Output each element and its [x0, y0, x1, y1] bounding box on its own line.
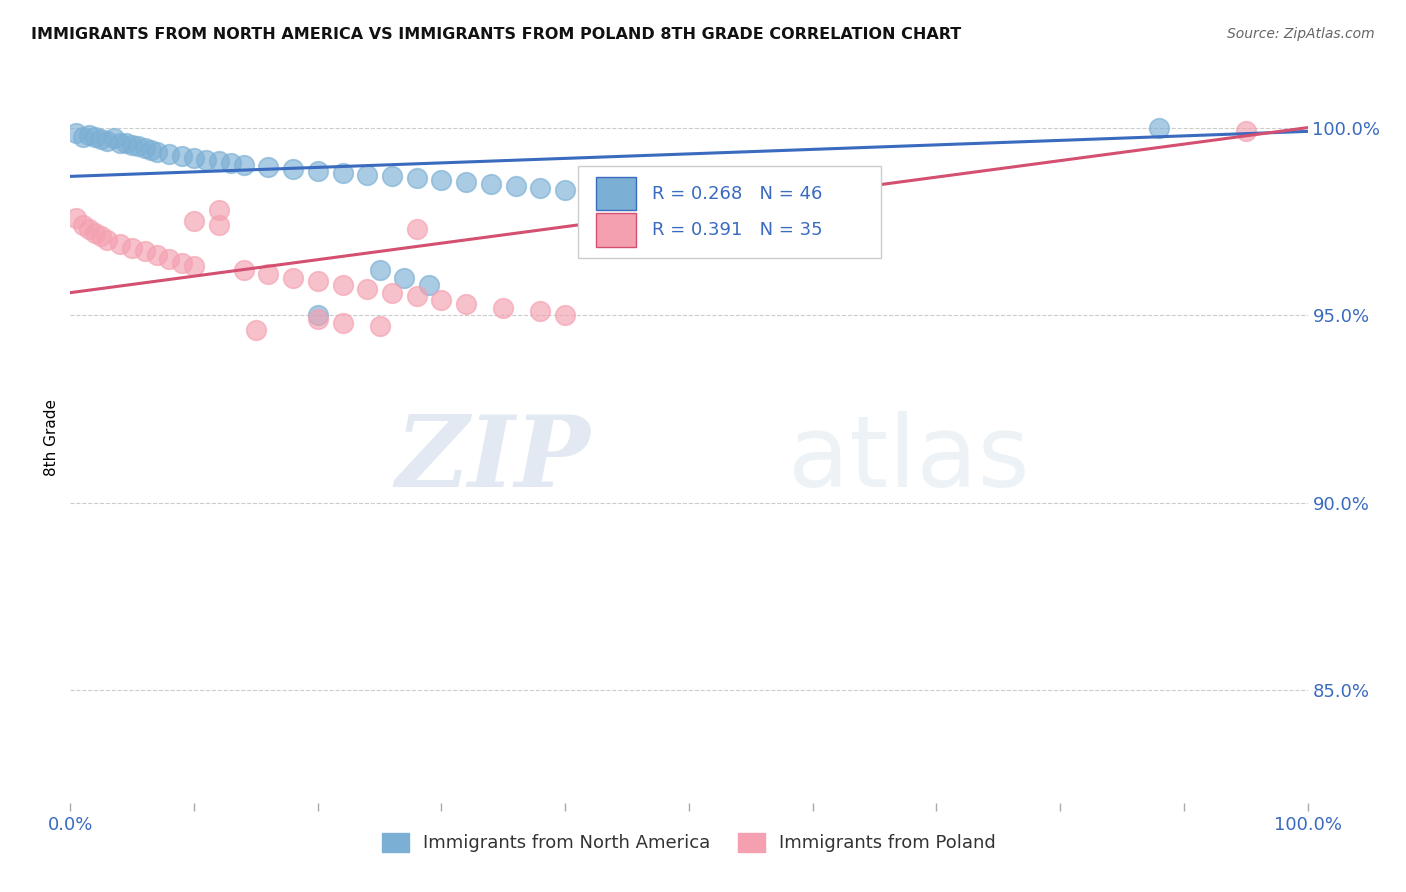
Point: [121, 241, 143, 255]
Point: [183, 151, 205, 165]
Point: [90, 229, 112, 244]
Point: [381, 169, 404, 184]
Point: [183, 214, 205, 228]
Point: [456, 297, 478, 311]
Point: [96, 134, 118, 148]
FancyBboxPatch shape: [596, 213, 636, 247]
Point: [208, 218, 231, 232]
Point: [368, 319, 391, 334]
Point: [127, 139, 149, 153]
Point: [554, 182, 576, 196]
Point: [405, 222, 427, 236]
Point: [678, 192, 700, 206]
Text: R = 0.391   N = 35: R = 0.391 N = 35: [652, 221, 823, 239]
Point: [430, 173, 453, 187]
Point: [281, 161, 304, 176]
Point: [456, 175, 478, 189]
Point: [195, 153, 218, 167]
Point: [170, 149, 193, 163]
Point: [257, 267, 280, 281]
Point: [652, 190, 675, 204]
Point: [108, 136, 131, 150]
Point: [628, 188, 651, 202]
FancyBboxPatch shape: [578, 167, 880, 258]
Point: [232, 263, 254, 277]
Point: [332, 316, 354, 330]
Point: [90, 132, 112, 146]
Point: [405, 171, 427, 186]
Point: [492, 301, 515, 315]
Point: [139, 143, 162, 157]
Point: [134, 141, 156, 155]
Point: [84, 226, 107, 240]
Point: [157, 252, 180, 266]
Text: ZIP: ZIP: [395, 411, 591, 508]
Point: [579, 185, 602, 199]
Point: [381, 285, 404, 300]
Point: [96, 233, 118, 247]
Point: [77, 222, 100, 236]
Point: [146, 145, 169, 159]
Point: [356, 168, 378, 182]
Point: [554, 308, 576, 322]
Point: [307, 163, 329, 178]
Point: [232, 158, 254, 172]
Point: [65, 126, 87, 140]
Point: [418, 278, 440, 293]
Point: [103, 131, 125, 145]
Legend: Immigrants from North America, Immigrants from Poland: Immigrants from North America, Immigrant…: [374, 826, 1004, 860]
Text: Source: ZipAtlas.com: Source: ZipAtlas.com: [1227, 27, 1375, 41]
Point: [430, 293, 453, 308]
Point: [529, 304, 551, 318]
Point: [72, 218, 94, 232]
Point: [307, 308, 329, 322]
Point: [108, 236, 131, 251]
Point: [332, 278, 354, 293]
Point: [245, 323, 267, 337]
Point: [170, 255, 193, 269]
Point: [1147, 120, 1170, 135]
Point: [1234, 124, 1257, 138]
Point: [72, 130, 94, 145]
FancyBboxPatch shape: [596, 177, 636, 211]
Text: IMMIGRANTS FROM NORTH AMERICA VS IMMIGRANTS FROM POLAND 8TH GRADE CORRELATION CH: IMMIGRANTS FROM NORTH AMERICA VS IMMIGRA…: [31, 27, 962, 42]
Point: [134, 244, 156, 259]
Point: [332, 166, 354, 180]
Point: [356, 282, 378, 296]
Point: [257, 160, 280, 174]
Point: [307, 274, 329, 288]
Point: [157, 147, 180, 161]
Point: [394, 270, 416, 285]
Point: [77, 128, 100, 142]
Point: [208, 203, 231, 218]
Point: [65, 211, 87, 225]
Point: [479, 177, 502, 191]
Text: R = 0.268   N = 46: R = 0.268 N = 46: [652, 185, 823, 202]
Point: [183, 260, 205, 274]
Point: [405, 289, 427, 303]
Point: [115, 136, 138, 151]
Y-axis label: 8th Grade: 8th Grade: [44, 399, 59, 475]
Point: [307, 312, 329, 326]
Point: [505, 178, 527, 193]
Point: [121, 137, 143, 152]
Point: [219, 156, 242, 170]
Point: [208, 154, 231, 169]
Point: [281, 270, 304, 285]
Text: atlas: atlas: [787, 410, 1029, 508]
Point: [84, 130, 107, 145]
Point: [603, 186, 626, 201]
Point: [703, 194, 725, 208]
Point: [801, 211, 824, 225]
Point: [146, 248, 169, 262]
Point: [368, 263, 391, 277]
Point: [529, 180, 551, 194]
